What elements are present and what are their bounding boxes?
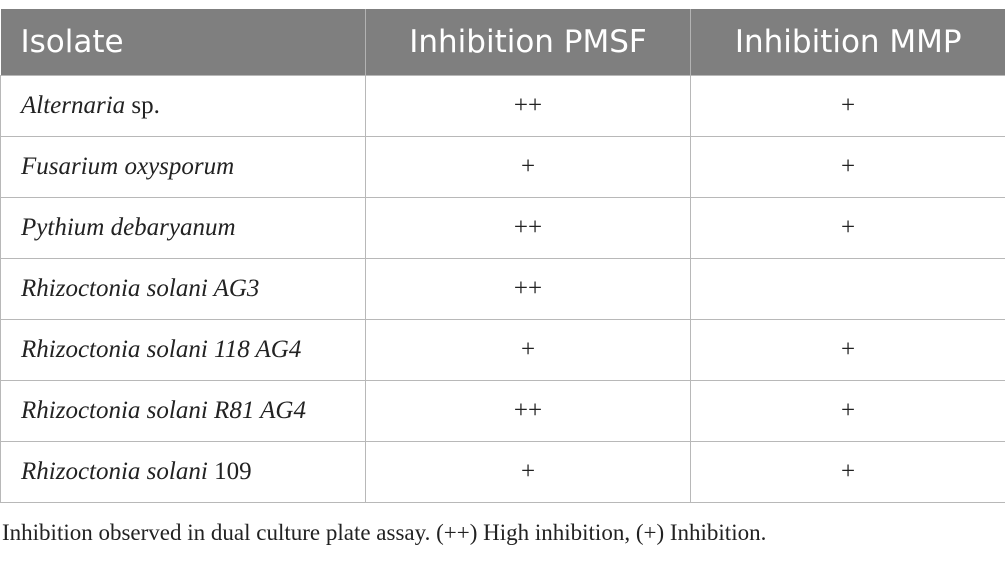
isolate-name-italic: Alternaria <box>21 92 126 119</box>
isolate-name-italic: Rhizoctonia solani AG3 <box>21 275 260 302</box>
pmsf-cell: ++ <box>365 75 691 137</box>
pmsf-cell: + <box>365 441 691 503</box>
isolate-name-italic: Rhizoctonia solani 118 AG4 <box>21 336 302 363</box>
table-row: Pythium debaryanum ++ + <box>0 197 1005 259</box>
table-caption: Inhibition observed in dual culture plat… <box>2 520 767 545</box>
mmp-cell: + <box>690 197 1005 259</box>
table-row: Rhizoctonia solani 118 AG4 + + <box>0 319 1005 381</box>
isolate-name-plain: 109 <box>207 458 252 485</box>
pmsf-cell: ++ <box>365 380 691 442</box>
table-header-row: Isolate Inhibition PMSF Inhibition MMP <box>0 9 1005 76</box>
mmp-cell: + <box>690 319 1005 381</box>
isolate-cell: Rhizoctonia solani AG3 <box>0 258 366 320</box>
header-isolate: Isolate <box>0 9 366 76</box>
header-inhibition-mmp: Inhibition MMP <box>690 9 1005 76</box>
isolate-cell: Rhizoctonia solani R81 AG4 <box>0 380 366 442</box>
pmsf-cell: + <box>365 319 691 381</box>
isolate-cell: Rhizoctonia solani 109 <box>0 441 366 503</box>
mmp-cell: + <box>690 441 1005 503</box>
table-row: Fusarium oxysporum + + <box>0 136 1005 198</box>
table-row: Alternaria sp. ++ + <box>0 75 1005 137</box>
isolate-name-plain: sp. <box>125 92 160 119</box>
pmsf-cell: ++ <box>365 197 691 259</box>
mmp-cell: + <box>690 75 1005 137</box>
isolate-cell: Alternaria sp. <box>0 75 366 137</box>
pmsf-cell: + <box>365 136 691 198</box>
table-row: Rhizoctonia solani 109 + + <box>0 441 1005 503</box>
isolate-name-italic: Pythium debaryanum <box>21 214 236 241</box>
mmp-cell: + <box>690 380 1005 442</box>
isolate-name-italic: Rhizoctonia solani <box>21 458 208 485</box>
isolate-name-italic: Rhizoctonia solani R81 AG4 <box>21 397 306 424</box>
table-row: Rhizoctonia solani AG3 ++ <box>0 258 1005 320</box>
mmp-cell <box>690 258 1005 320</box>
inhibition-table: Isolate Inhibition PMSF Inhibition MMP A… <box>0 9 1005 503</box>
table-row: Rhizoctonia solani R81 AG4 ++ + <box>0 380 1005 442</box>
header-inhibition-pmsf: Inhibition PMSF <box>365 9 691 76</box>
mmp-cell: + <box>690 136 1005 198</box>
isolate-cell: Fusarium oxysporum <box>0 136 366 198</box>
isolate-cell: Pythium debaryanum <box>0 197 366 259</box>
pmsf-cell: ++ <box>365 258 691 320</box>
results-table-container: Isolate Inhibition PMSF Inhibition MMP A… <box>0 9 1005 503</box>
isolate-name-italic: Fusarium oxysporum <box>21 153 235 180</box>
isolate-cell: Rhizoctonia solani 118 AG4 <box>0 319 366 381</box>
